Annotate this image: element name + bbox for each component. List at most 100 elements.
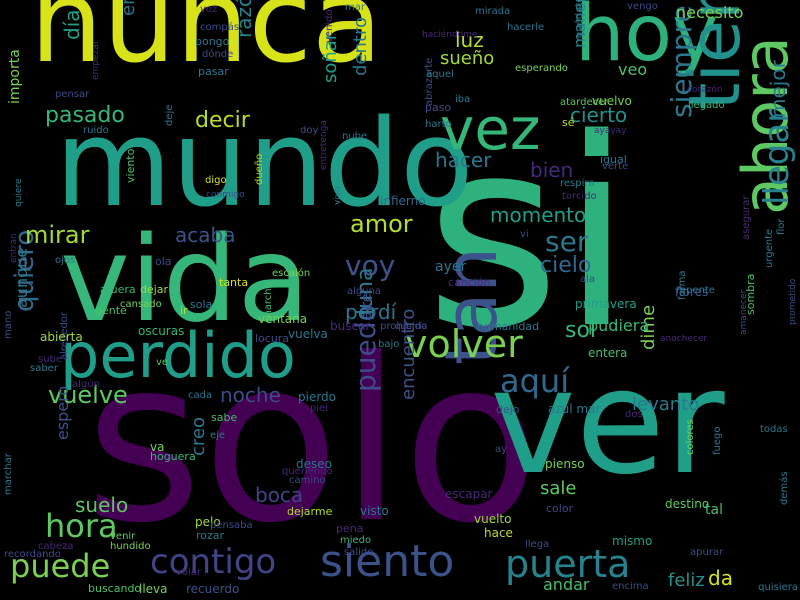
word-191: mar	[345, 2, 365, 13]
word-74: entera	[588, 346, 628, 360]
word-152: harto	[425, 119, 452, 130]
word-187: hacerle	[507, 22, 545, 33]
word-107: pensaba	[210, 520, 253, 531]
word-45: sale	[540, 478, 577, 499]
word-101: lleva	[139, 582, 168, 596]
word-10: vez	[440, 95, 541, 163]
word-93: deseo	[296, 457, 332, 471]
word-67: ventana	[258, 312, 308, 326]
word-35: momento	[490, 203, 587, 227]
word-177: llegado	[688, 100, 725, 111]
word-12: siento	[320, 536, 455, 587]
word-18: puede	[10, 547, 111, 585]
word-193: voz	[200, 4, 218, 15]
word-0: nunca	[30, 0, 383, 89]
word-14: volver	[405, 322, 523, 366]
word-66: aire	[359, 293, 375, 320]
word-189: haciéndome	[422, 30, 478, 40]
word-3: mundo	[55, 95, 474, 234]
word-87: pierdo	[298, 390, 337, 404]
word-165: amanecer	[739, 289, 749, 335]
word-173: flor	[776, 218, 787, 235]
word-53: sueño	[440, 48, 495, 69]
word-103: recordando	[4, 549, 61, 560]
word-129: sola	[190, 298, 213, 311]
word-105: hundido	[110, 541, 151, 552]
word-111: eje	[210, 430, 226, 441]
word-159: ala	[580, 274, 596, 285]
word-96: dejarme	[287, 505, 333, 518]
word-25: vuelve	[48, 381, 128, 409]
word-97: pelo	[195, 515, 221, 529]
word-108: marchar	[3, 453, 14, 495]
word-172: quisiera	[758, 582, 798, 593]
word-65: ayer	[435, 259, 467, 275]
word-147: vi	[520, 229, 529, 240]
word-139: quiere	[14, 178, 24, 208]
word-24: voy	[345, 249, 396, 282]
word-142: digo	[205, 175, 227, 186]
word-141: deje	[164, 104, 175, 126]
word-128: dejar	[140, 283, 169, 296]
word-151: nube	[342, 131, 368, 142]
word-192: mirada	[475, 6, 511, 17]
word-117: oscuras	[138, 324, 185, 338]
word-16: llegar	[757, 108, 797, 205]
word-51: andar	[543, 575, 590, 594]
word-95: camino	[289, 475, 326, 486]
word-77: hace	[484, 526, 513, 540]
word-157: respira	[560, 178, 595, 189]
word-153: sé	[562, 116, 575, 129]
word-56: dentro	[350, 17, 371, 76]
word-119: bajo	[378, 339, 400, 350]
word-174: prometido	[788, 278, 798, 325]
word-155: igual	[600, 153, 627, 166]
word-123: saber	[30, 363, 58, 374]
word-127: afuera	[100, 283, 136, 296]
word-49: pudiera	[588, 316, 650, 335]
word-168: colores	[685, 419, 696, 455]
word-27: amor	[350, 210, 413, 238]
word-124: cansado	[120, 299, 162, 310]
word-34: sol	[565, 318, 597, 343]
word-32: hacer	[435, 148, 492, 172]
word-186: quédate	[574, 0, 585, 38]
word-5: ver	[490, 338, 725, 507]
word-1: si	[425, 84, 633, 386]
word-104: cabeza	[38, 541, 74, 552]
word-135: alguna	[347, 286, 382, 297]
word-162: anochecer	[660, 334, 708, 344]
word-144: dueño	[254, 153, 265, 185]
word-199: pensar	[55, 89, 90, 100]
word-69: buscar	[330, 319, 371, 333]
word-164: todas	[760, 424, 788, 435]
word-59: necesito	[676, 3, 744, 22]
word-150: doy	[300, 125, 319, 136]
word-82: llega	[525, 539, 550, 550]
word-38: cierto	[570, 103, 628, 127]
word-9: perdido	[60, 319, 296, 392]
word-148: infierno	[380, 194, 426, 208]
word-145: entretenga	[319, 120, 329, 170]
word-83: pienso	[545, 457, 585, 471]
word-76: vuelto	[474, 512, 512, 526]
word-140: viento	[124, 148, 137, 183]
word-112: sabe	[211, 411, 238, 424]
word-15: contigo	[150, 542, 277, 582]
word-39: acaba	[175, 223, 236, 247]
word-41: suelo	[75, 493, 129, 517]
word-92: salido	[344, 547, 374, 558]
word-133: marchó	[263, 282, 274, 320]
word-6: hoy	[575, 0, 719, 79]
word-84: azul mar	[548, 402, 601, 416]
word-179: vuelvo	[592, 94, 632, 108]
word-197: pasar	[198, 65, 229, 78]
word-160: repente	[676, 285, 715, 296]
word-167: fuego	[712, 426, 723, 455]
word-79: destino	[665, 497, 710, 511]
word-176: asegurar	[741, 195, 752, 240]
word-170: demás	[779, 471, 790, 505]
word-125: gente	[95, 304, 127, 317]
word-178: corazón	[687, 85, 723, 95]
word-57: entero	[118, 0, 139, 16]
